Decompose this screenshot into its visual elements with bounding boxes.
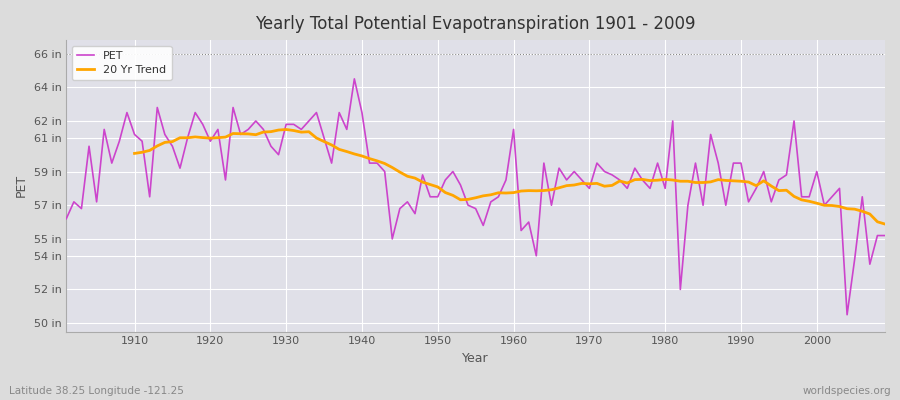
PET (842, 312, 852, 317)
PET (61, 216, 72, 221)
20 Yr Trend (879, 222, 890, 226)
20 Yr Trend (826, 203, 837, 208)
PET (122, 110, 132, 115)
PET (516, 228, 526, 233)
Y-axis label: PET: PET (15, 174, 28, 198)
20 Yr Trend (523, 188, 534, 193)
Legend: PET, 20 Yr Trend: PET, 20 Yr Trend (72, 46, 172, 80)
PET (334, 110, 345, 115)
Text: Latitude 38.25 Longitude -121.25: Latitude 38.25 Longitude -121.25 (9, 386, 184, 396)
20 Yr Trend (281, 127, 292, 132)
20 Yr Trend (273, 128, 284, 132)
PET (288, 122, 299, 127)
Title: Yearly Total Potential Evapotranspiration 1901 - 2009: Yearly Total Potential Evapotranspiratio… (256, 15, 696, 33)
Text: worldspecies.org: worldspecies.org (803, 386, 891, 396)
20 Yr Trend (584, 182, 595, 186)
PET (349, 76, 360, 81)
20 Yr Trend (850, 207, 860, 212)
X-axis label: Year: Year (463, 352, 489, 365)
Line: PET: PET (67, 79, 885, 315)
PET (508, 127, 519, 132)
Line: 20 Yr Trend: 20 Yr Trend (134, 130, 885, 224)
20 Yr Trend (311, 136, 322, 140)
PET (879, 233, 890, 238)
PET (607, 172, 617, 177)
20 Yr Trend (129, 151, 140, 156)
